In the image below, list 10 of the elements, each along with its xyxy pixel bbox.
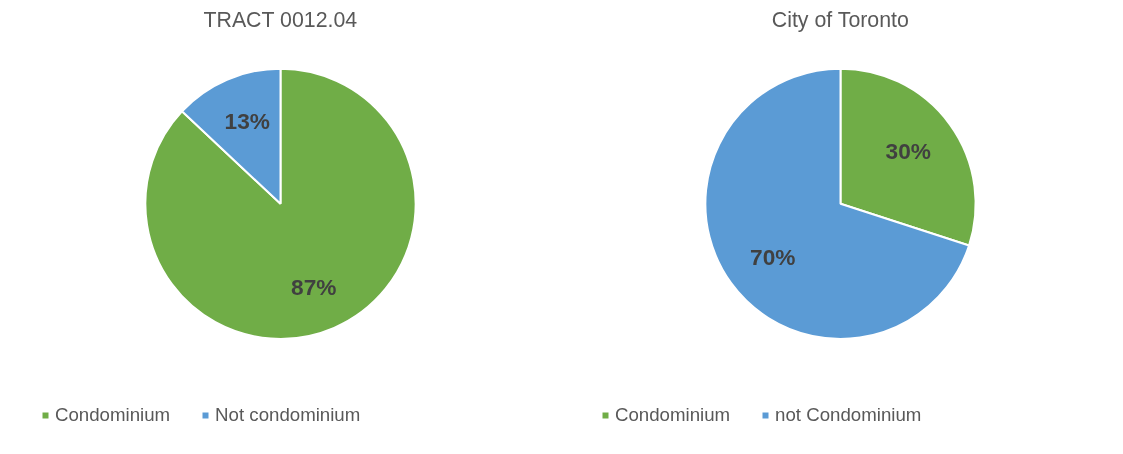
data-label: 13% [224, 108, 270, 135]
chart-title: TRACT 0012.04 [203, 7, 358, 32]
legend-label: Condominium [55, 404, 171, 426]
legend-label: Condominium [615, 404, 731, 426]
data-label: 30% [885, 137, 931, 164]
legend-label: not Condominium [775, 404, 922, 426]
data-label: 87% [291, 273, 337, 300]
legend-label: Not condominium [215, 404, 361, 426]
chart-title: City of Toronto [771, 7, 909, 32]
data-label: 70% [750, 243, 796, 270]
